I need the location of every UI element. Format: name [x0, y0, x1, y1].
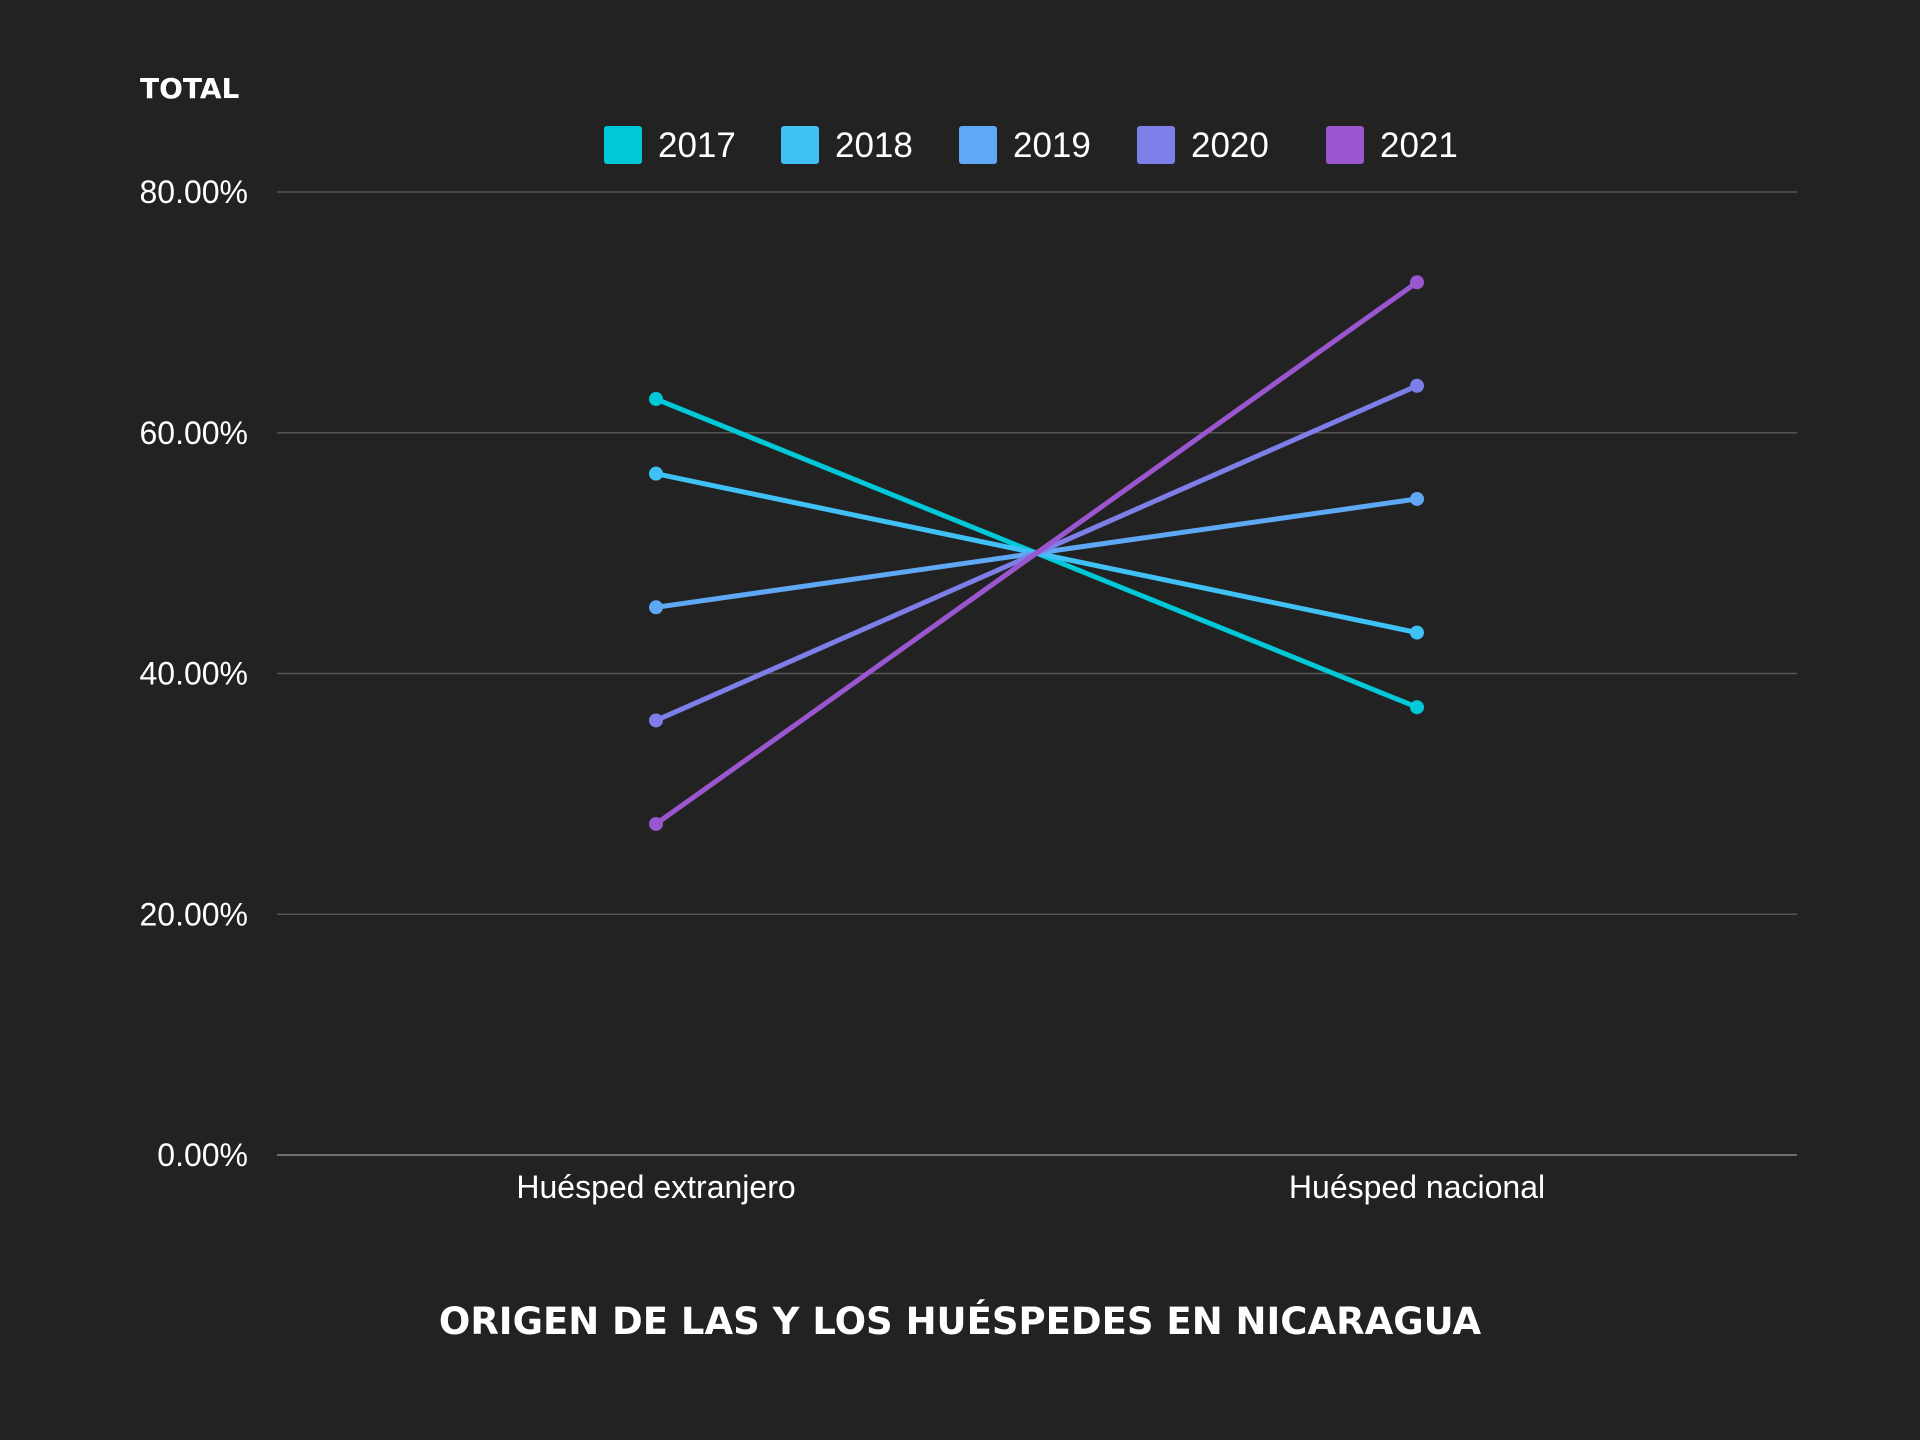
series-line	[653, 279, 1420, 827]
legend-label: 2017	[658, 126, 736, 165]
data-point	[649, 392, 663, 407]
data-point	[1410, 275, 1424, 290]
legend-item-2018: 2018	[781, 126, 913, 165]
y-tick-label: 40.00%	[139, 656, 248, 692]
data-point	[1410, 625, 1424, 640]
legend-item-2017: 2017	[604, 126, 736, 165]
data-point	[649, 713, 663, 728]
y-axis-ticks: 0.00% 20.00% 40.00% 60.00% 80.00%	[139, 174, 248, 1173]
legend-swatch	[1326, 126, 1364, 164]
x-axis-title: ORIGEN DE LAS Y LOS HUÉSPEDES EN NICARAG…	[439, 1299, 1482, 1343]
gridlines	[277, 191, 1797, 1156]
y-tick-label: 0.00%	[157, 1137, 248, 1173]
data-point	[649, 600, 663, 615]
legend-label: 2021	[1380, 126, 1458, 165]
legend-item-2020: 2020	[1137, 126, 1269, 165]
x-tick-label: Huésped nacional	[1289, 1169, 1545, 1205]
data-point	[649, 816, 663, 831]
legend-item-2019: 2019	[959, 126, 1091, 165]
x-tick-label: Huésped extranjero	[516, 1169, 795, 1205]
y-tick-label: 20.00%	[139, 896, 248, 932]
legend-swatch	[1137, 126, 1175, 164]
legend-swatch	[604, 126, 642, 164]
data-point	[1410, 378, 1424, 393]
data-point	[649, 466, 663, 481]
y-tick-label: 80.00%	[139, 174, 248, 210]
legend-label: 2019	[1013, 126, 1091, 165]
legend-label: 2018	[835, 126, 913, 165]
series-2021	[649, 275, 1424, 831]
data-point	[1410, 700, 1424, 715]
legend-swatch	[781, 126, 819, 164]
x-axis-ticks: Huésped extranjero Huésped nacional	[516, 1169, 1545, 1205]
series-lines	[649, 275, 1424, 831]
legend-item-2021: 2021	[1326, 126, 1458, 165]
data-point	[1410, 491, 1424, 506]
y-axis-title: TOTAL	[140, 72, 239, 105]
y-tick-label: 60.00%	[139, 415, 248, 451]
legend: 2017 2018 2019 2020 2021	[604, 126, 1458, 165]
legend-swatch	[959, 126, 997, 164]
legend-label: 2020	[1191, 126, 1269, 165]
